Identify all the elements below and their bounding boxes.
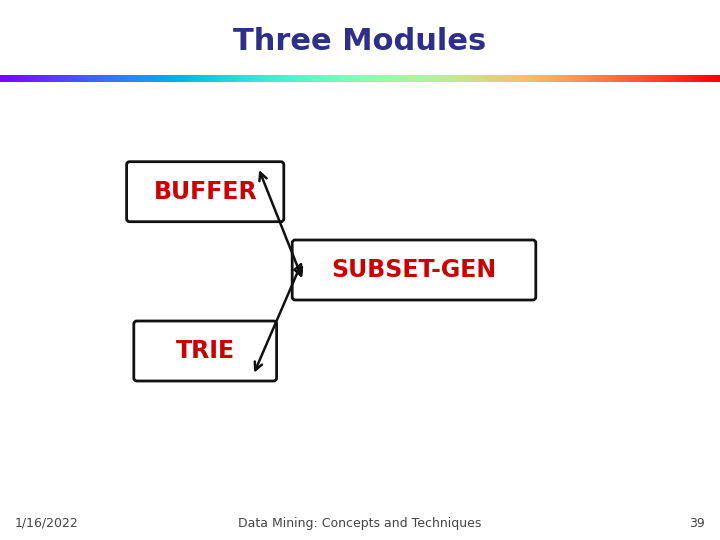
- Text: Three Modules: Three Modules: [233, 28, 487, 57]
- FancyBboxPatch shape: [292, 240, 536, 300]
- Text: BUFFER: BUFFER: [153, 180, 257, 204]
- Text: 1/16/2022: 1/16/2022: [15, 517, 78, 530]
- Text: 39: 39: [689, 517, 705, 530]
- Text: TRIE: TRIE: [176, 339, 235, 363]
- FancyBboxPatch shape: [127, 161, 284, 222]
- Text: Data Mining: Concepts and Techniques: Data Mining: Concepts and Techniques: [238, 517, 482, 530]
- FancyBboxPatch shape: [134, 321, 276, 381]
- Text: SUBSET-GEN: SUBSET-GEN: [331, 258, 497, 282]
